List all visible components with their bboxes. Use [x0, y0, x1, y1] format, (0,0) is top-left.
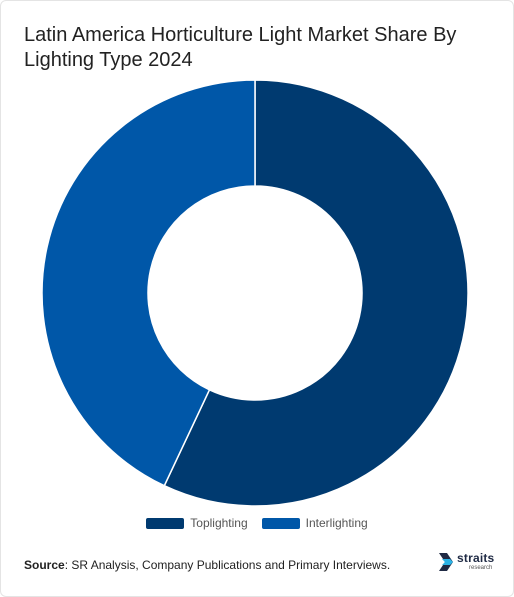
logo-wordmark: straits	[457, 551, 495, 565]
legend-item-toplighting: Toplighting	[146, 516, 248, 530]
chart-legend: Toplighting Interlighting	[1, 516, 513, 530]
legend-label-toplighting: Toplighting	[190, 516, 248, 530]
source-note: Source: SR Analysis, Company Publication…	[24, 558, 390, 572]
donut-chart	[41, 79, 469, 507]
source-text: : SR Analysis, Company Publications and …	[64, 558, 391, 572]
logo-subtext: research	[469, 565, 493, 571]
donut-slice-toplighting	[163, 79, 469, 507]
donut-slice-interlighting	[41, 79, 256, 487]
chart-title: Latin America Horticulture Light Market …	[24, 24, 457, 71]
source-label: Source	[24, 558, 65, 572]
legend-swatch-toplighting	[146, 517, 185, 529]
legend-label-interlighting: Interlighting	[305, 516, 368, 530]
legend-item-interlighting: Interlighting	[261, 516, 368, 530]
straits-arrow-icon	[439, 553, 453, 571]
legend-swatch-interlighting	[261, 517, 300, 529]
straits-logo: straits research	[438, 551, 498, 575]
